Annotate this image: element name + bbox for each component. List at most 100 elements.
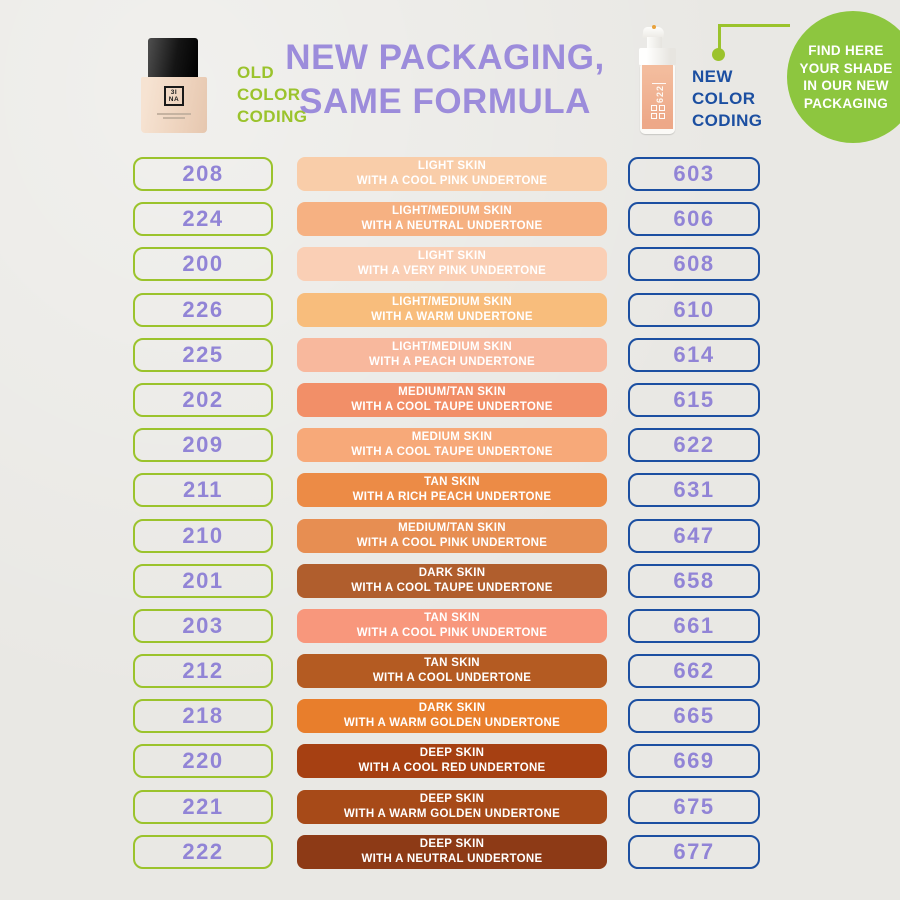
brand-logo-bottom: NA (168, 96, 180, 103)
old-product-bottle: 3I NA (141, 38, 207, 134)
swatch-skin-type: DARK SKIN (418, 566, 486, 579)
swatch-skin-type: LIGHT/MEDIUM SKIN (391, 295, 513, 308)
table-row: 200 LIGHT SKIN WITH A VERY PINK UNDERTON… (0, 247, 900, 282)
old-bottle-cap (148, 38, 198, 78)
connector-line-vertical (718, 24, 721, 50)
skin-swatch: DARK SKIN WITH A WARM GOLDEN UNDERTONE (297, 699, 607, 734)
swatch-undertone: WITH A COOL PINK UNDERTONE (356, 175, 548, 187)
table-row: 202 MEDIUM/TAN SKIN WITH A COOL TAUPE UN… (0, 382, 900, 417)
old-code-label: 210 (182, 522, 224, 548)
new-code-label: 614 (673, 341, 715, 367)
old-code-box: 208 (133, 157, 273, 191)
swatch-undertone: WITH A COOL TAUPE UNDERTONE (351, 400, 553, 413)
table-row: 210 MEDIUM/TAN SKIN WITH A COOL PINK UND… (0, 518, 900, 553)
swatch-skin-type: DEEP SKIN (419, 747, 485, 760)
skin-swatch: LIGHT SKIN WITH A VERY PINK UNDERTONE (297, 247, 607, 282)
new-code-label: 647 (673, 522, 715, 548)
shade-table: 208 LIGHT SKIN WITH A COOL PINK UNDERTON… (0, 157, 900, 880)
table-row: 222 DEEP SKIN WITH A NEUTRAL UNDERTONE 6… (0, 834, 900, 869)
new-code-label: 661 (673, 612, 715, 638)
old-code-label: 208 (182, 161, 224, 186)
pump-neck (647, 37, 662, 49)
skin-swatch: MEDIUM SKIN WITH A COOL TAUPE UNDERTONE (297, 428, 607, 463)
old-bottle-body: 3I NA (141, 77, 207, 133)
old-code-label: 226 (182, 296, 224, 322)
old-code-box: 201 (133, 563, 273, 598)
old-code-box: 203 (133, 608, 273, 643)
skin-swatch: TAN SKIN WITH A COOL PINK UNDERTONE (297, 608, 607, 643)
skin-swatch: LIGHT SKIN WITH A COOL PINK UNDERTONE (297, 157, 607, 191)
page-title: NEW PACKAGING, SAME FORMULA (185, 36, 705, 124)
new-code-box: 608 (628, 247, 760, 282)
new-code-label: 615 (673, 386, 715, 412)
page-title-line1: NEW PACKAGING, (285, 38, 605, 77)
old-code-box: 200 (133, 247, 273, 282)
page-title-line2: SAME FORMULA (299, 82, 591, 121)
connector-dot (712, 48, 725, 61)
old-code-label: 222 (182, 838, 224, 864)
swatch-skin-type: MEDIUM/TAN SKIN (398, 385, 506, 398)
swatch-undertone: WITH A COOL RED UNDERTONE (358, 762, 546, 775)
skin-swatch: LIGHT/MEDIUM SKIN WITH A WARM UNDERTONE (297, 292, 607, 327)
swatch-skin-type: DEEP SKIN (419, 837, 485, 850)
swatch-skin-type: TAN SKIN (424, 476, 480, 489)
swatch-undertone: WITH A WARM GOLDEN UNDERTONE (343, 717, 561, 730)
new-code-box: 669 (628, 744, 760, 779)
swatch-skin-type: LIGHT/MEDIUM SKIN (391, 205, 513, 218)
new-code-label: 658 (673, 567, 715, 593)
old-code-box: 224 (133, 202, 273, 237)
new-code-label: 631 (673, 477, 715, 503)
old-code-box: 210 (133, 518, 273, 553)
table-row: 218 DARK SKIN WITH A WARM GOLDEN UNDERTO… (0, 699, 900, 734)
table-row: 224 LIGHT/MEDIUM SKIN WITH A NEUTRAL UND… (0, 202, 900, 237)
new-code-label: 677 (673, 838, 715, 864)
swatch-skin-type: LIGHT/MEDIUM SKIN (391, 340, 513, 353)
swatch-undertone: WITH A NEUTRAL UNDERTONE (361, 220, 543, 233)
old-code-label: 220 (182, 748, 224, 774)
new-code-box: 647 (628, 518, 760, 553)
swatch-undertone: WITH A VERY PINK UNDERTONE (357, 265, 547, 278)
swatch-undertone: WITH A COOL TAUPE UNDERTONE (351, 581, 553, 594)
new-bottle-body: 622 (640, 65, 675, 134)
new-code-box: 603 (628, 157, 760, 191)
old-code-label: 211 (183, 477, 223, 503)
table-row: 211 TAN SKIN WITH A RICH PEACH UNDERTONE… (0, 473, 900, 508)
table-row: 221 DEEP SKIN WITH A WARM GOLDEN UNDERTO… (0, 789, 900, 824)
swatch-undertone: WITH A RICH PEACH UNDERTONE (352, 491, 552, 504)
swatch-skin-type: MEDIUM SKIN (411, 431, 493, 444)
old-code-box: 225 (133, 337, 273, 372)
new-code-box: 610 (628, 292, 760, 327)
swatch-undertone: WITH A PEACH UNDERTONE (369, 355, 535, 368)
new-code-label: 610 (673, 296, 715, 322)
new-color-coding-label: NEW COLOR CODING (692, 67, 763, 130)
new-code-label: 662 (673, 658, 715, 684)
skin-swatch: DEEP SKIN WITH A COOL RED UNDERTONE (297, 744, 607, 779)
swatch-skin-type: LIGHT SKIN (417, 160, 487, 172)
swatch-skin-type: DARK SKIN (418, 702, 486, 715)
skin-swatch: DEEP SKIN WITH A NEUTRAL UNDERTONE (297, 834, 607, 869)
old-code-label: 209 (182, 432, 224, 458)
old-code-label: 221 (182, 793, 224, 819)
table-row: 209 MEDIUM SKIN WITH A COOL TAUPE UNDERT… (0, 428, 900, 463)
new-code-label: 675 (673, 793, 715, 819)
old-code-box: 212 (133, 654, 273, 689)
table-row: 220 DEEP SKIN WITH A COOL RED UNDERTONE … (0, 744, 900, 779)
swatch-undertone: WITH A WARM GOLDEN UNDERTONE (343, 807, 561, 820)
old-color-coding-label: OLD COLOR CODING (237, 63, 308, 126)
new-code-box: 675 (628, 789, 760, 824)
old-code-box: 218 (133, 699, 273, 734)
skin-swatch: LIGHT/MEDIUM SKIN WITH A NEUTRAL UNDERTO… (297, 202, 607, 237)
swatch-undertone: WITH A COOL PINK UNDERTONE (356, 536, 548, 549)
swatch-skin-type: LIGHT SKIN (417, 250, 487, 263)
brand-logo-top: 3I (170, 89, 178, 96)
skin-swatch: DEEP SKIN WITH A WARM GOLDEN UNDERTONE (297, 789, 607, 824)
brand-logo: 3I NA (164, 86, 184, 106)
skin-swatch: TAN SKIN WITH A RICH PEACH UNDERTONE (297, 473, 607, 508)
swatch-undertone: WITH A COOL PINK UNDERTONE (356, 626, 548, 639)
old-code-label: 225 (182, 341, 224, 367)
new-code-label: 622 (673, 432, 715, 458)
old-code-label: 224 (182, 206, 224, 232)
new-code-label: 608 (673, 251, 715, 277)
table-row: 208 LIGHT SKIN WITH A COOL PINK UNDERTON… (0, 157, 900, 191)
old-code-label: 200 (182, 251, 224, 277)
